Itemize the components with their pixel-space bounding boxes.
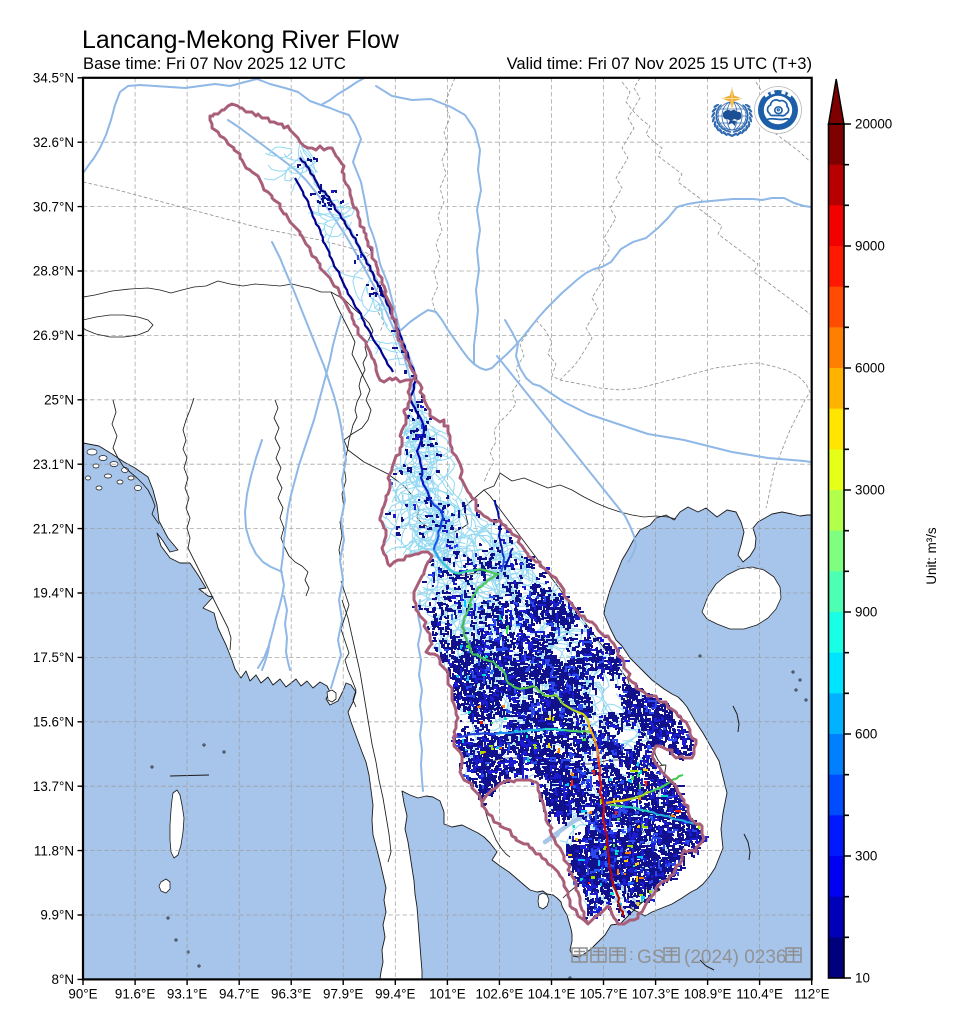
svg-text:28.8°N: 28.8°N [33,264,74,279]
svg-text:10: 10 [855,971,870,986]
svg-text:97.9°E: 97.9°E [323,987,363,1002]
svg-text:Base time: Fri 07 Nov 2025 12: Base time: Fri 07 Nov 2025 12 UTC [83,54,346,73]
svg-text:102.6°E: 102.6°E [476,987,524,1002]
svg-text:17.5°N: 17.5°N [33,650,74,665]
svg-text:107.3°E: 107.3°E [632,987,680,1002]
svg-text:11.8°N: 11.8°N [34,843,74,858]
svg-text:34.5°N: 34.5°N [33,71,74,86]
svg-text:93.1°E: 93.1°E [167,987,207,1002]
svg-text:3000: 3000 [855,483,885,498]
svg-text:6000: 6000 [855,361,885,376]
svg-text:20000: 20000 [855,117,892,132]
svg-text:19.4°N: 19.4°N [33,586,74,601]
svg-text:25°N: 25°N [44,393,74,408]
svg-text:32.6°N: 32.6°N [33,135,74,150]
svg-text:8°N: 8°N [52,972,74,987]
svg-text:105.7°E: 105.7°E [580,987,628,1002]
svg-text:(2024) 0236: (2024) 0236 [684,947,786,968]
svg-text:91.6°E: 91.6°E [115,987,155,1002]
svg-text:90°E: 90°E [68,987,97,1002]
svg-text:30.7°N: 30.7°N [33,199,74,214]
svg-text:21.2°N: 21.2°N [33,521,74,536]
svg-text:112°E: 112°E [794,987,830,1002]
svg-text:23.1°N: 23.1°N [33,457,74,472]
svg-text::: : [629,945,634,964]
svg-text:Lancang-Mekong River Flow: Lancang-Mekong River Flow [82,26,400,54]
svg-text:9000: 9000 [855,239,885,254]
svg-text:Unit: m³/s: Unit: m³/s [924,527,939,585]
svg-text:96.3°E: 96.3°E [271,987,311,1002]
svg-text:101°E: 101°E [429,987,466,1002]
svg-text:26.9°N: 26.9°N [33,328,74,343]
svg-text:94.7°E: 94.7°E [219,987,259,1002]
svg-text:300: 300 [855,849,877,864]
svg-text:600: 600 [855,727,877,742]
svg-text:Valid time: Fri 07 Nov 2025 15: Valid time: Fri 07 Nov 2025 15 UTC (T+3) [507,54,812,73]
svg-text:GS: GS [637,947,664,968]
svg-text:104.1°E: 104.1°E [528,987,576,1002]
svg-text:15.6°N: 15.6°N [33,715,74,730]
svg-text:900: 900 [855,605,877,620]
svg-text:9.9°N: 9.9°N [40,908,74,923]
svg-text:108.9°E: 108.9°E [684,987,732,1002]
svg-text:13.7°N: 13.7°N [33,779,74,794]
svg-text:110.4°E: 110.4°E [736,987,783,1002]
svg-text:99.4°E: 99.4°E [375,987,415,1002]
